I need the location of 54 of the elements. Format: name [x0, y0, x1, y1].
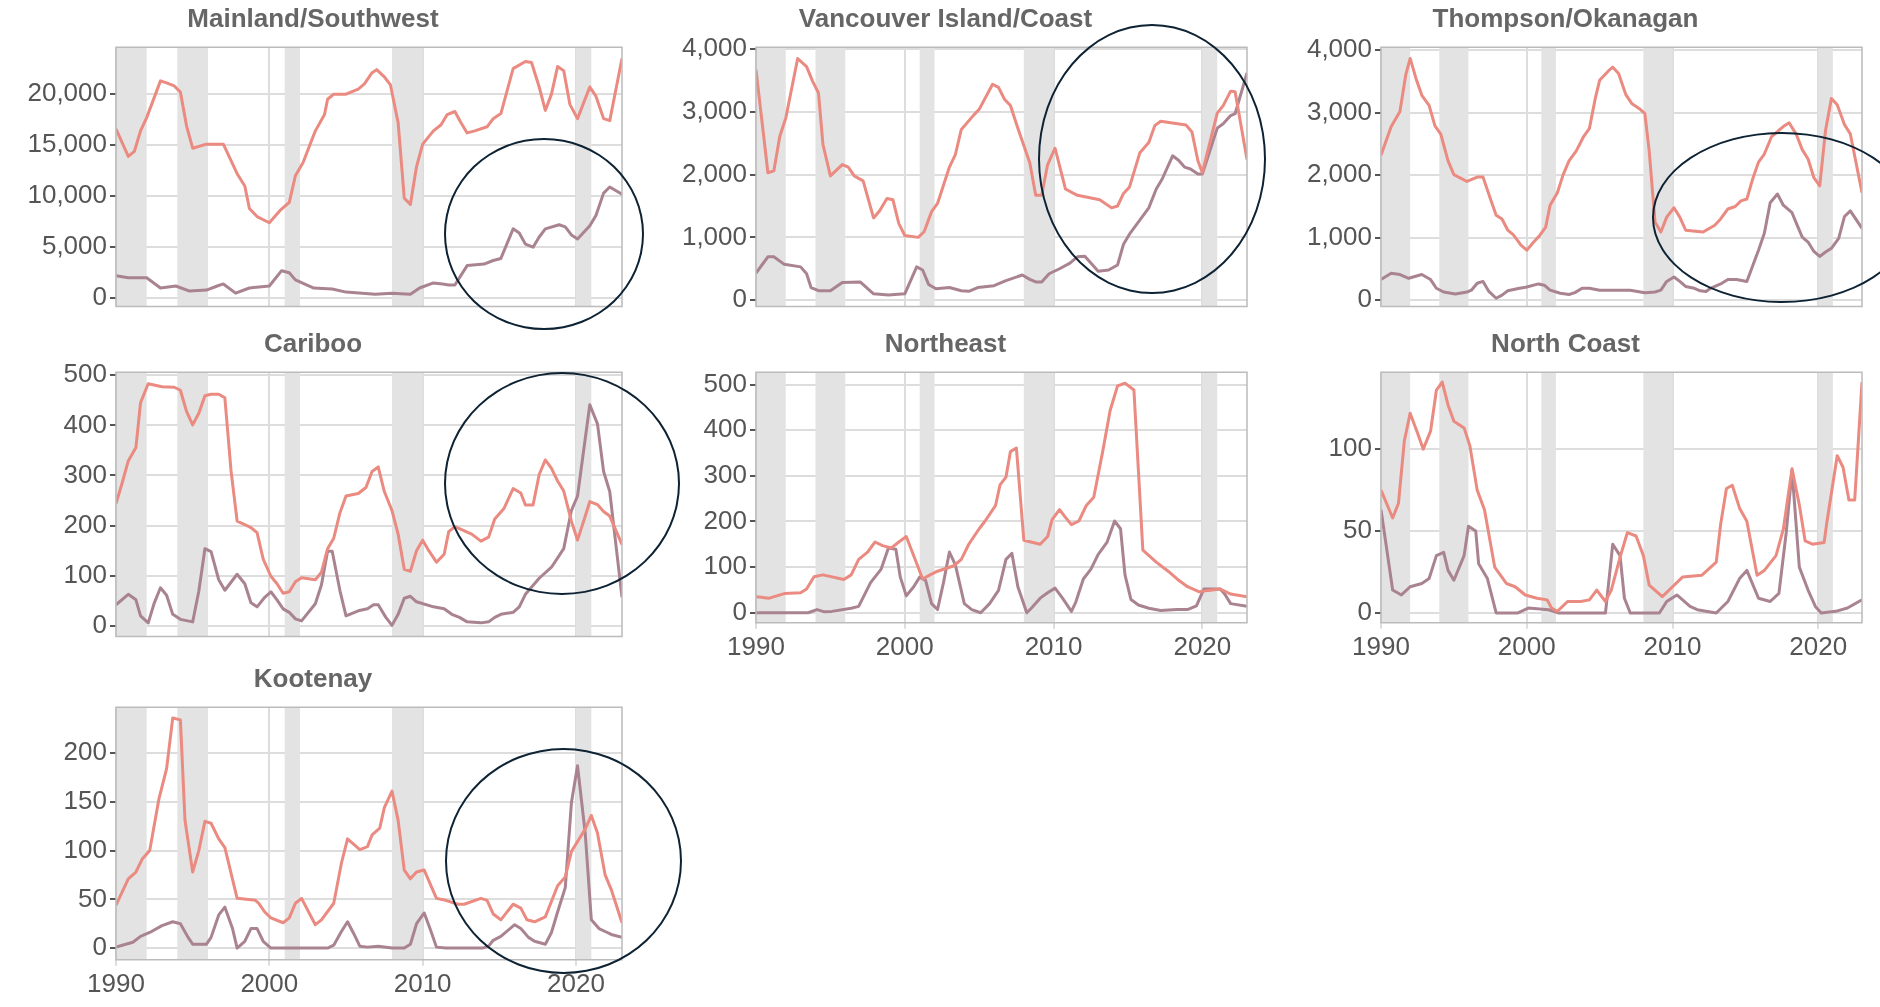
- y-tick-label: 2,000: [1306, 158, 1372, 189]
- y-tick-label: 200: [63, 508, 107, 539]
- y-tick-label: 0: [1357, 596, 1372, 627]
- y-tick-label: 500: [703, 367, 747, 398]
- x-tick-label: 2020: [1789, 630, 1848, 661]
- x-tick-label: 2000: [240, 967, 299, 998]
- y-tick-label: 50: [78, 882, 107, 913]
- y-tick-label: 100: [63, 833, 107, 864]
- y-tick-label: 5,000: [41, 230, 107, 261]
- x-tick-label: 2010: [1643, 630, 1702, 661]
- x-tick-label: 2020: [547, 967, 605, 998]
- chart-title: North Coast: [1491, 327, 1641, 358]
- x-tick-label: 2020: [1173, 630, 1232, 661]
- chart-title: Cariboo: [263, 327, 363, 358]
- y-tick-label: 1,000: [681, 220, 747, 251]
- chart-title: Kootenay: [253, 662, 373, 693]
- x-tick-label: 2000: [875, 630, 934, 661]
- y-tick-label: 100: [1328, 432, 1372, 463]
- x-tick-label: 1990: [1352, 630, 1410, 661]
- y-tick-label: 20,000: [27, 77, 107, 108]
- y-tick-label: 400: [703, 413, 747, 444]
- chart-title: Mainland/Southwest: [187, 2, 440, 33]
- y-tick-label: 2,000: [681, 157, 747, 188]
- x-tick-label: 1990: [87, 967, 145, 998]
- y-tick-label: 0: [92, 931, 107, 962]
- y-tick-label: 100: [63, 558, 107, 589]
- y-tick-label: 400: [63, 408, 107, 439]
- y-tick-label: 10,000: [27, 179, 107, 210]
- y-tick-label: 300: [703, 458, 747, 489]
- chart-title: Thompson/Okanagan: [1432, 2, 1699, 33]
- y-tick-label: 200: [63, 736, 107, 767]
- y-tick-label: 4,000: [681, 32, 747, 63]
- x-tick-label: 2010: [393, 967, 452, 998]
- y-tick-label: 100: [703, 550, 747, 581]
- chart-title: Vancouver Island/Coast: [798, 2, 1093, 33]
- x-tick-label: 2010: [1024, 630, 1083, 661]
- y-tick-label: 300: [63, 458, 107, 489]
- x-tick-label: 1990: [727, 630, 785, 661]
- y-tick-label: 50: [1343, 514, 1372, 545]
- y-tick-label: 1,000: [1306, 220, 1372, 251]
- y-tick-label: 3,000: [681, 95, 747, 126]
- chart-title: Northeast: [884, 327, 1007, 358]
- y-tick-label: 0: [92, 281, 107, 312]
- x-tick-label: 2000: [1497, 630, 1556, 661]
- y-tick-label: 0: [732, 595, 747, 626]
- y-tick-label: 0: [732, 283, 747, 314]
- y-tick-label: 15,000: [27, 128, 107, 159]
- y-tick-label: 500: [63, 358, 107, 389]
- y-tick-label: 4,000: [1306, 33, 1372, 64]
- y-tick-label: 0: [1357, 283, 1372, 314]
- y-tick-label: 0: [92, 609, 107, 640]
- y-tick-label: 150: [63, 784, 107, 815]
- y-tick-label: 3,000: [1306, 95, 1372, 126]
- y-tick-label: 200: [703, 504, 747, 535]
